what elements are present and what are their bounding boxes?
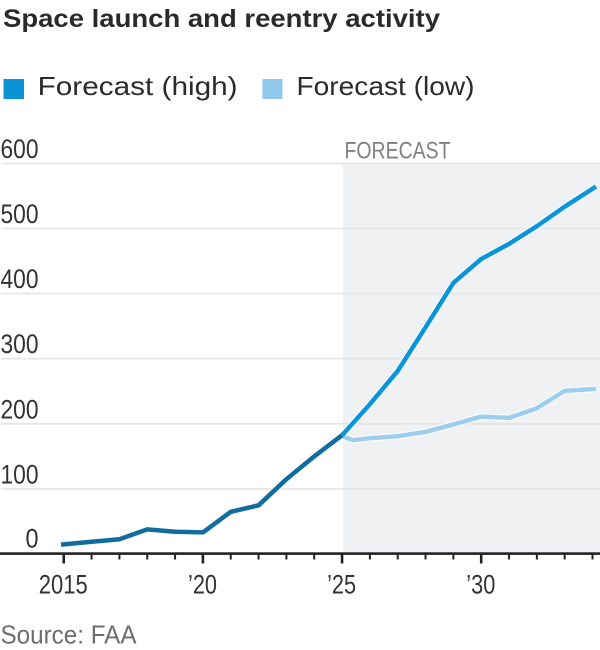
svg-text:Source: FAA: Source: FAA	[1, 620, 138, 650]
svg-text:0: 0	[26, 524, 39, 554]
svg-text:100: 100	[1, 460, 39, 490]
svg-text:300: 300	[1, 329, 39, 359]
svg-text:’20: ’20	[188, 570, 217, 600]
svg-text:Forecast (low): Forecast (low)	[297, 71, 475, 101]
svg-text:200: 200	[1, 394, 39, 424]
svg-text:600: 600	[1, 134, 39, 164]
svg-text:’25: ’25	[327, 570, 356, 600]
svg-text:400: 400	[1, 264, 39, 294]
svg-text:2015: 2015	[39, 570, 88, 600]
svg-text:FORECAST: FORECAST	[345, 138, 451, 165]
svg-text:Forecast (high): Forecast (high)	[38, 71, 238, 101]
svg-text:Space launch and reentry activ: Space launch and reentry activity	[3, 5, 440, 33]
svg-text:’30: ’30	[466, 570, 495, 600]
svg-text:500: 500	[1, 199, 39, 229]
